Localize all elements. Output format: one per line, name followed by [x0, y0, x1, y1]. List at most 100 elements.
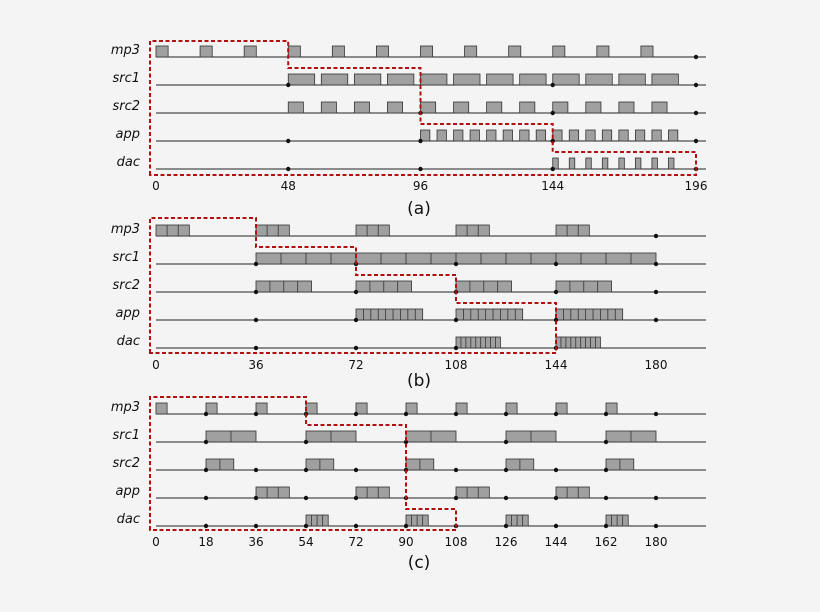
sync-dot	[550, 110, 555, 116]
task-block-app	[255, 486, 290, 499]
task-block-src1	[353, 73, 382, 86]
task-block-dac	[634, 157, 642, 170]
task-block-dac	[585, 157, 592, 170]
task-block-mp3	[464, 45, 478, 58]
sync-dot	[503, 467, 509, 473]
panel-caption: (c)	[408, 553, 431, 573]
task-block-mp3	[376, 45, 389, 58]
sync-dot	[653, 523, 659, 529]
task-block-mp3	[508, 45, 522, 58]
task-block-mp3	[420, 45, 434, 58]
task-block-src2	[552, 101, 569, 114]
sync-dot	[353, 523, 359, 529]
sync-dot	[353, 317, 359, 323]
sync-dot	[603, 467, 609, 473]
tick-label: 144	[545, 358, 568, 372]
sync-dot	[553, 523, 559, 529]
task-block-src2	[420, 101, 437, 114]
sync-dot	[253, 289, 259, 295]
task-block-dac	[455, 336, 501, 349]
task-block-mp3	[155, 402, 168, 415]
tick-label: 108	[445, 358, 468, 372]
task-block-mp3	[255, 402, 268, 415]
task-block-app	[555, 308, 624, 321]
task-block-src1	[585, 73, 613, 86]
tick-label: 144	[541, 179, 564, 193]
task-block-src2	[486, 101, 503, 114]
sync-dot	[253, 261, 259, 267]
tick-label: 96	[413, 179, 428, 193]
task-block-dac	[618, 157, 625, 170]
lane-label-src2: src2	[112, 99, 140, 114]
sync-dot	[503, 523, 509, 529]
task-block-app	[502, 129, 513, 142]
task-block-app	[519, 129, 530, 142]
sync-dot	[253, 317, 259, 323]
task-block-mp3	[287, 45, 301, 58]
sync-dot	[453, 495, 459, 501]
task-block-mp3	[605, 402, 618, 415]
sync-dot	[403, 411, 409, 417]
task-block-src2	[651, 101, 668, 114]
task-block-app	[535, 129, 546, 142]
sync-dot	[550, 82, 555, 88]
tick-label: 54	[298, 535, 313, 549]
task-block-dac	[555, 336, 601, 349]
lane-label-app: app	[116, 127, 140, 142]
sync-dot	[653, 411, 659, 417]
sync-dot	[353, 345, 359, 351]
task-block-mp3	[155, 224, 190, 237]
sync-dot	[603, 439, 609, 445]
task-block-app	[355, 486, 390, 499]
tick-label: 72	[348, 358, 363, 372]
sync-dot	[693, 110, 699, 116]
task-block-mp3	[199, 45, 213, 58]
task-block-dac	[405, 514, 429, 527]
sync-dot	[353, 289, 359, 295]
task-block-mp3	[255, 224, 290, 237]
sync-dot	[653, 495, 659, 501]
task-block-dac	[505, 514, 529, 527]
sync-dot	[503, 411, 509, 417]
sync-dot	[693, 82, 699, 88]
task-block-src1	[552, 73, 580, 86]
sync-dot	[353, 495, 359, 501]
lane-label-app: app	[116, 306, 140, 321]
task-block-mp3	[305, 402, 318, 415]
tick-label: 48	[281, 179, 296, 193]
sync-dot	[550, 166, 555, 172]
sync-dot	[453, 345, 459, 351]
lane-label-src1: src1	[112, 250, 140, 265]
lane-label-src1: src1	[112, 428, 140, 443]
task-block-app	[455, 308, 524, 321]
lane-label-mp3: mp3	[111, 43, 140, 58]
sync-dot	[553, 467, 559, 473]
sync-dot	[503, 439, 509, 445]
task-block-src1	[405, 430, 457, 443]
task-block-src2	[519, 101, 536, 114]
sync-dot	[203, 523, 209, 529]
task-block-src1	[651, 73, 679, 86]
task-block-app	[469, 129, 480, 142]
lane-label-mp3: mp3	[111, 222, 140, 237]
sync-dot	[203, 411, 209, 417]
task-block-src1	[519, 73, 547, 86]
schedule-outline	[149, 396, 457, 531]
sync-dot	[553, 289, 559, 295]
task-block-src1	[387, 73, 415, 86]
task-block-dac	[668, 157, 675, 170]
task-block-src1	[453, 73, 481, 86]
tick-label: 90	[398, 535, 413, 549]
tick-label: 126	[495, 535, 518, 549]
sync-dot	[303, 467, 309, 473]
sync-dot	[453, 411, 459, 417]
panel-c: mp3 src1 src2 app dac 0 18 36 54 72 90 108 126 144 162…	[111, 396, 706, 573]
tick-label: 72	[348, 535, 363, 549]
task-block-mp3	[355, 224, 390, 237]
task-block-src1	[287, 73, 316, 86]
tick-label: 180	[645, 358, 668, 372]
task-block-app	[453, 129, 464, 142]
sync-dot	[653, 317, 659, 323]
task-block-mp3	[552, 45, 566, 58]
